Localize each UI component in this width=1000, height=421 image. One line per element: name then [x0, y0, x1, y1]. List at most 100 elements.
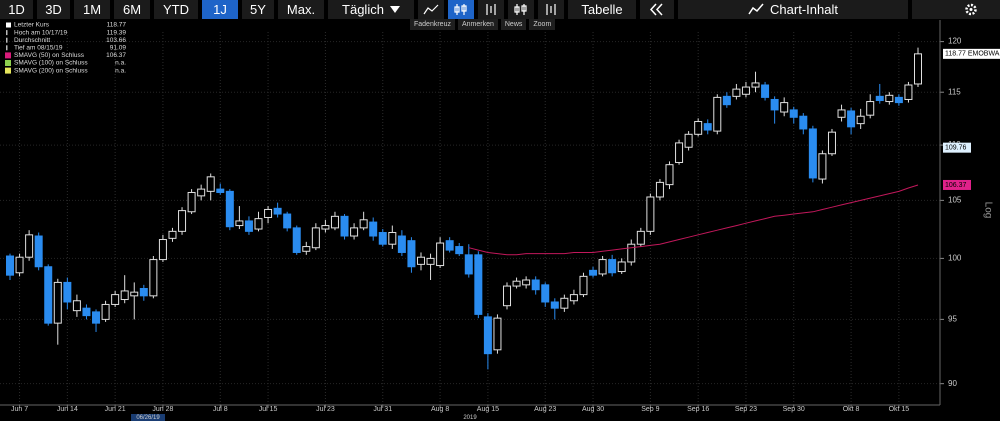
candle-body	[15, 256, 24, 274]
icon	[546, 4, 556, 15]
range-button[interactable]: 1M	[74, 0, 110, 19]
legend-marker	[6, 45, 8, 51]
tool-button[interactable]: Zoom	[529, 19, 556, 30]
candle-body	[675, 142, 684, 163]
legend-label: Hoch am 10/17/19	[14, 29, 68, 36]
candle-body	[378, 232, 387, 245]
y-tick-label: 105	[948, 195, 962, 204]
candle-body	[436, 242, 445, 267]
candle-body	[904, 84, 913, 100]
collapse-button[interactable]	[640, 0, 674, 19]
icon	[486, 4, 496, 15]
y-tick-label: 90	[948, 379, 957, 388]
candle-body	[655, 181, 664, 198]
legend-value: 103.66	[106, 37, 126, 44]
legend-label: Letzter Kurs	[14, 22, 50, 29]
candle-body	[885, 94, 894, 103]
candle-body	[34, 235, 43, 268]
candle-body	[178, 210, 187, 232]
chart-style-button[interactable]	[508, 0, 534, 19]
candle-body	[6, 255, 14, 276]
chart-style-button[interactable]	[538, 0, 564, 19]
legend-value: 118.77	[107, 22, 127, 29]
candle-body	[617, 261, 626, 273]
interval-button[interactable]: Täglich	[328, 0, 414, 19]
range-button[interactable]: 6M	[114, 0, 150, 19]
x-tick-label: Sep 30	[783, 406, 805, 413]
candle-body	[340, 215, 349, 237]
candle-body	[770, 98, 779, 111]
tool-button[interactable]: News	[500, 19, 527, 30]
candle-body	[302, 246, 311, 252]
candle-body	[350, 227, 359, 237]
candle-body	[426, 257, 435, 265]
x-tick-label: Aug 23	[534, 406, 556, 413]
icon	[965, 3, 977, 16]
candle-body	[483, 316, 492, 355]
candle-body	[330, 215, 339, 229]
range-button[interactable]: 1J	[202, 0, 238, 19]
chart-content-button[interactable]: Chart-Inhalt	[678, 0, 908, 19]
candle-body	[101, 303, 110, 320]
candle-body	[503, 285, 512, 307]
candle-body	[149, 259, 158, 297]
chart-style-button[interactable]	[478, 0, 504, 19]
candle-body	[187, 191, 196, 213]
y-tick-label: 115	[948, 87, 961, 96]
legend-swatch	[5, 52, 11, 59]
candle-body	[139, 287, 148, 297]
candle-body	[761, 84, 770, 98]
range-button[interactable]: 1D	[0, 0, 33, 19]
candle-body	[579, 275, 588, 296]
candle-body	[694, 121, 703, 135]
candle-body	[311, 227, 320, 249]
legend-label: Durchschnitt	[14, 37, 50, 44]
range-button[interactable]: YTD	[154, 0, 198, 19]
x-annotation: 2019	[463, 415, 477, 421]
candle-body	[665, 164, 674, 186]
table-button[interactable]: Tabelle	[568, 0, 636, 19]
tool-button[interactable]: Fadenkreuz	[410, 19, 455, 30]
candle-body	[875, 95, 884, 102]
candle-body	[866, 101, 875, 116]
legend-value: 106.37	[106, 52, 126, 59]
range-button[interactable]: Max.	[278, 0, 324, 19]
candle-body	[703, 123, 712, 131]
x-tick-label: Okt 15	[889, 406, 910, 413]
chart-content-label: Chart-Inhalt	[770, 2, 838, 17]
tool-button[interactable]: Anmerken	[457, 19, 498, 30]
candle-body	[168, 230, 177, 239]
candle-body	[646, 196, 655, 232]
legend-value: n.a.	[115, 60, 126, 67]
candle-body	[894, 96, 903, 104]
price-label: 118.77 EMOBWAS	[945, 51, 1000, 58]
y-tick-label: 95	[948, 314, 957, 323]
range-button[interactable]: 5Y	[242, 0, 274, 19]
legend-label: SMAVG (50) on Schluss	[14, 52, 85, 59]
candle-body	[722, 95, 731, 106]
candle-body	[522, 279, 531, 286]
candle-body	[780, 102, 789, 113]
candle-body	[235, 220, 244, 227]
x-tick-label: Jun 7	[11, 406, 28, 413]
x-tick-label: Okt 8	[843, 406, 860, 413]
candle-body	[464, 254, 473, 275]
chart-style-button[interactable]	[418, 0, 444, 19]
candle-body	[369, 221, 378, 237]
candle-body	[445, 240, 454, 251]
price-label: 109.76	[945, 145, 967, 152]
range-button[interactable]: 3D	[37, 0, 70, 19]
legend-swatch	[5, 60, 11, 66]
candle-body	[713, 96, 722, 132]
candle-body	[321, 225, 330, 230]
legend-value: n.a.	[115, 67, 126, 74]
x-tick-label: Jul 8	[213, 406, 228, 413]
icon	[514, 4, 527, 15]
chart-style-button[interactable]	[448, 0, 474, 19]
candle-body	[541, 284, 550, 303]
settings-button[interactable]	[912, 0, 1000, 19]
candle-body	[225, 190, 234, 228]
candle-body	[837, 109, 846, 118]
legend-label: SMAVG (100) on Schluss	[14, 60, 88, 67]
